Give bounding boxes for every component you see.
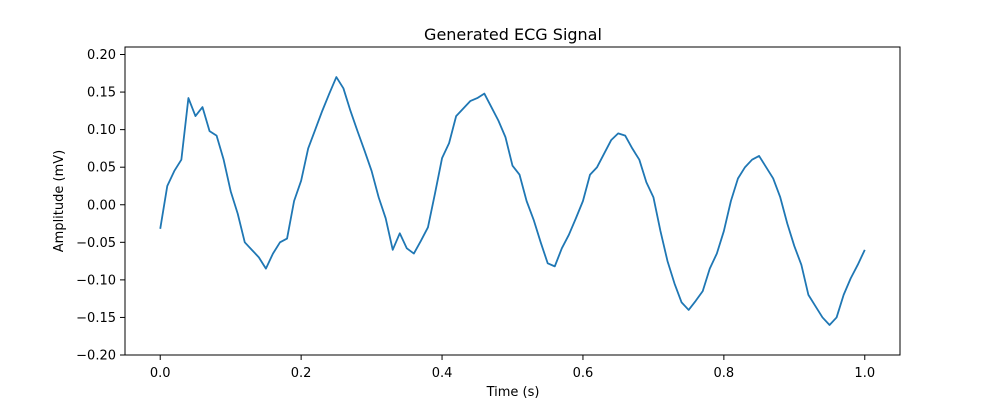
y-tick-label: 0.00: [87, 198, 116, 213]
x-tick-label: 0.8: [714, 366, 735, 381]
x-tick-label: 0.6: [573, 366, 594, 381]
chart-title: Generated ECG Signal: [424, 25, 602, 44]
y-tick-label: 0.15: [87, 86, 116, 101]
y-tick-label: 0.05: [87, 161, 116, 176]
x-tick-label: 0.0: [150, 366, 171, 381]
x-tick-label: 1.0: [854, 366, 875, 381]
y-tick-label: 0.20: [87, 48, 116, 63]
y-tick-label: 0.10: [87, 123, 116, 138]
x-tick-label: 0.4: [432, 366, 453, 381]
y-tick-label: −0.10: [76, 273, 116, 288]
x-tick-label: 0.2: [291, 366, 312, 381]
y-axis: 0.20 0.15 0.10 0.05 0.00 −0.05 −0.10 −0.15 −0.20: [76, 48, 125, 364]
plot-frame: [124, 46, 901, 356]
series-line-0: [159, 76, 866, 326]
x-axis-label: Time (s): [486, 385, 540, 400]
y-tick-label: −0.20: [76, 349, 116, 364]
y-tick-label: −0.05: [76, 236, 116, 251]
y-tick-label: −0.15: [76, 311, 116, 326]
y-axis-label: Amplitude (mV): [52, 150, 67, 252]
plot-content: [159, 76, 866, 326]
x-axis: 0.0 0.2 0.4 0.6 0.8 1.0: [150, 355, 875, 381]
